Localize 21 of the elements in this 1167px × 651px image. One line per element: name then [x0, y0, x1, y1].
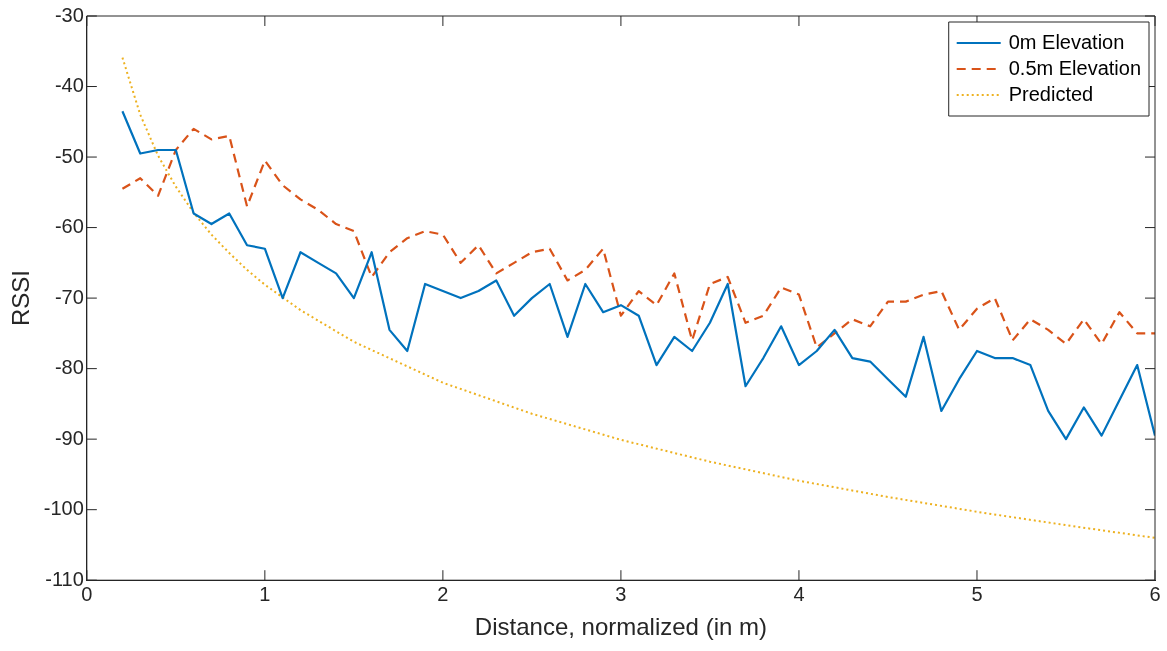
- y-tick-label: -100: [43, 497, 84, 520]
- y-tick-label: -80: [54, 356, 84, 379]
- legend-label: 0m Elevation: [1008, 30, 1125, 53]
- legend-label: Predicted: [1008, 82, 1094, 105]
- y-axis-title: RSSI: [7, 270, 35, 327]
- y-tick-label: -70: [54, 285, 84, 308]
- x-tick-label: 1: [259, 582, 271, 605]
- x-tick-label: 3: [615, 582, 627, 605]
- y-tick-label: -50: [54, 144, 84, 167]
- legend-label: 0.5m Elevation: [1008, 56, 1141, 79]
- y-tick-label: -30: [54, 3, 84, 26]
- x-tick-label: 5: [971, 582, 983, 605]
- y-tick-label: -40: [54, 74, 84, 97]
- y-tick-label: -60: [54, 215, 84, 238]
- x-axis-title: Distance, normalized (in m): [474, 613, 767, 641]
- x-tick-label: 2: [437, 582, 449, 605]
- x-tick-label: 6: [1149, 582, 1161, 605]
- y-tick-label: -90: [54, 426, 84, 449]
- line-series: [121, 56, 1155, 539]
- x-tick-label: 4: [793, 582, 805, 605]
- line-series: [121, 127, 1155, 349]
